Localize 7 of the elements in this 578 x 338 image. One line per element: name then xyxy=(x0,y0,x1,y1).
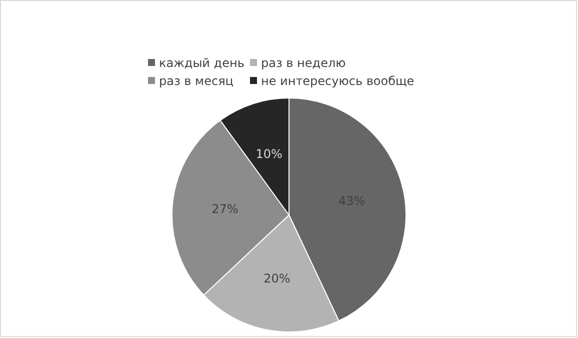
legend-label: раз в месяц xyxy=(159,74,234,88)
data-label: 10% xyxy=(256,147,282,161)
legend-label: раз в неделю xyxy=(261,56,346,70)
data-label: 20% xyxy=(264,271,290,286)
legend-label: каждый день xyxy=(159,56,244,70)
data-label: 27% xyxy=(212,202,238,216)
legend-label: не интересуюсь вообще xyxy=(261,74,414,88)
